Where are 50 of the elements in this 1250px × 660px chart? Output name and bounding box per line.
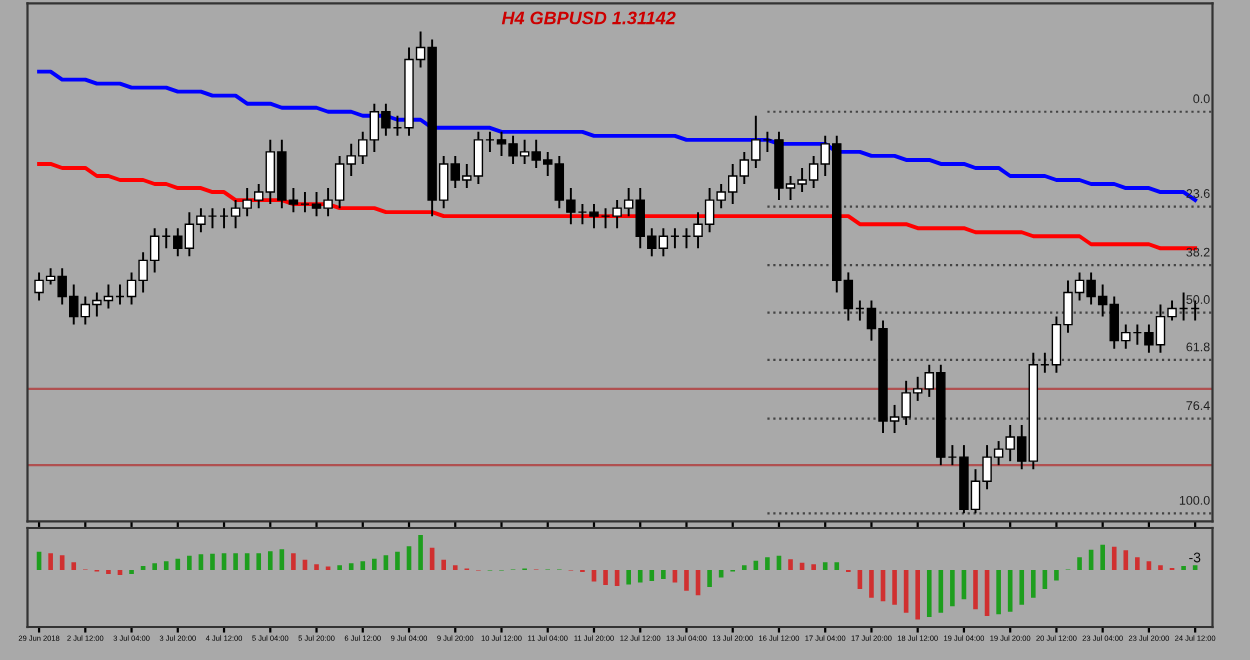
bar [348, 563, 354, 571]
bar [811, 564, 816, 571]
bar [926, 570, 932, 618]
bar [360, 561, 366, 571]
bar [649, 570, 655, 581]
bar [1111, 546, 1117, 571]
chart-title: H4 GBPUSD 1.31142 [501, 11, 676, 25]
bar [788, 559, 793, 571]
bar [314, 564, 319, 571]
bar [1100, 544, 1105, 571]
bar [1054, 570, 1059, 581]
bar [765, 557, 770, 571]
bar [1158, 565, 1163, 571]
bar [661, 570, 666, 579]
bar [175, 558, 181, 571]
bar [637, 570, 643, 583]
bar [152, 563, 157, 571]
bar [1019, 570, 1025, 605]
bar [684, 570, 689, 591]
bar [256, 553, 262, 571]
bar [973, 570, 978, 610]
bar [48, 553, 53, 571]
bar [996, 570, 1001, 615]
bar [187, 555, 192, 571]
bar [291, 553, 296, 571]
bar [210, 553, 215, 571]
bar [741, 565, 747, 571]
bar [452, 565, 458, 571]
bar [1030, 570, 1036, 598]
bar [372, 558, 377, 571]
bar [267, 551, 273, 571]
bar [418, 534, 423, 571]
bar [892, 570, 897, 605]
bar [822, 562, 828, 571]
bar [1123, 550, 1129, 571]
bar [626, 570, 631, 585]
bar [337, 565, 342, 571]
bar [915, 570, 921, 620]
bar [71, 562, 77, 571]
bar [950, 570, 955, 607]
bar [1077, 557, 1082, 571]
bar [603, 570, 608, 585]
bar [869, 570, 874, 598]
bar [834, 562, 840, 571]
bar [163, 561, 169, 571]
bar [395, 551, 400, 571]
bar [707, 570, 712, 587]
bar [233, 553, 238, 571]
bar [1135, 557, 1140, 571]
bar [441, 559, 447, 571]
